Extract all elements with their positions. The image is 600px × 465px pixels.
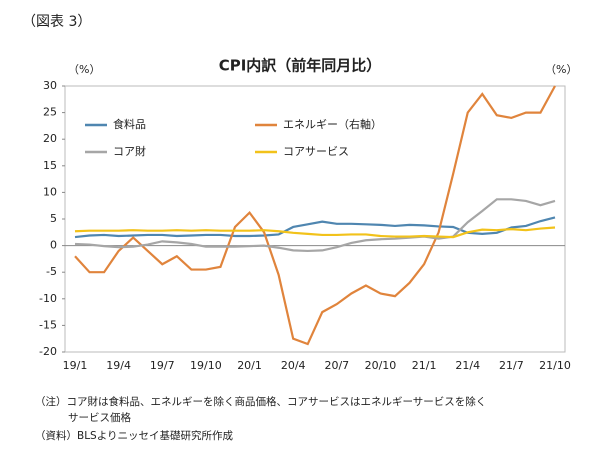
x-tick-label: 21/1 <box>412 359 437 372</box>
chart-title: CPI内訳（前年同月比） <box>219 57 382 75</box>
x-tick-label: 21/10 <box>539 359 571 372</box>
legend-label: コアサービス <box>283 145 349 158</box>
y-tick-label: 20 <box>43 132 57 145</box>
legend-label: エネルギー（右軸） <box>283 117 382 131</box>
x-tick-label: 20/10 <box>365 359 397 372</box>
y2-unit: （%） <box>545 63 577 76</box>
x-tick-label: 21/7 <box>499 359 524 372</box>
note: （資料）BLSよりニッセイ基礎研究所作成 <box>35 429 234 442</box>
x-tick-label: 19/7 <box>150 359 175 372</box>
x-tick-label: 19/10 <box>190 359 222 372</box>
x-tick-label: 19/4 <box>106 359 131 372</box>
figure-label: （図表 3） <box>22 14 91 30</box>
legend-label: コア財 <box>113 144 146 158</box>
y-tick-label: -20 <box>39 345 57 358</box>
series-line <box>74 198 556 253</box>
series-line <box>74 85 556 346</box>
series-line <box>74 216 556 239</box>
y-tick-label: 15 <box>43 159 57 172</box>
y-tick-label: -5 <box>46 265 57 278</box>
series-line <box>74 226 556 239</box>
y-tick-label: 10 <box>43 185 57 198</box>
x-tick-label: 20/4 <box>281 359 306 372</box>
x-tick-label: 21/4 <box>455 359 480 372</box>
y-tick-label: 30 <box>43 79 57 92</box>
legend-label: 食料品 <box>113 117 146 131</box>
note: （注）コア財は食料品、エネルギーを除く商品価格、コアサービスはエネルギーサービス… <box>35 395 486 408</box>
x-tick-label: 19/1 <box>63 359 88 372</box>
y-unit: （%） <box>68 63 100 76</box>
x-tick-label: 20/7 <box>324 359 349 372</box>
note: サービス価格 <box>68 411 131 424</box>
y-tick-label: -10 <box>39 292 57 305</box>
x-tick-label: 20/1 <box>237 359 262 372</box>
y-tick-label: 5 <box>50 212 57 225</box>
y-tick-label: 0 <box>50 239 57 252</box>
y-tick-label: -15 <box>39 318 57 331</box>
y-tick-label: 25 <box>43 106 57 119</box>
